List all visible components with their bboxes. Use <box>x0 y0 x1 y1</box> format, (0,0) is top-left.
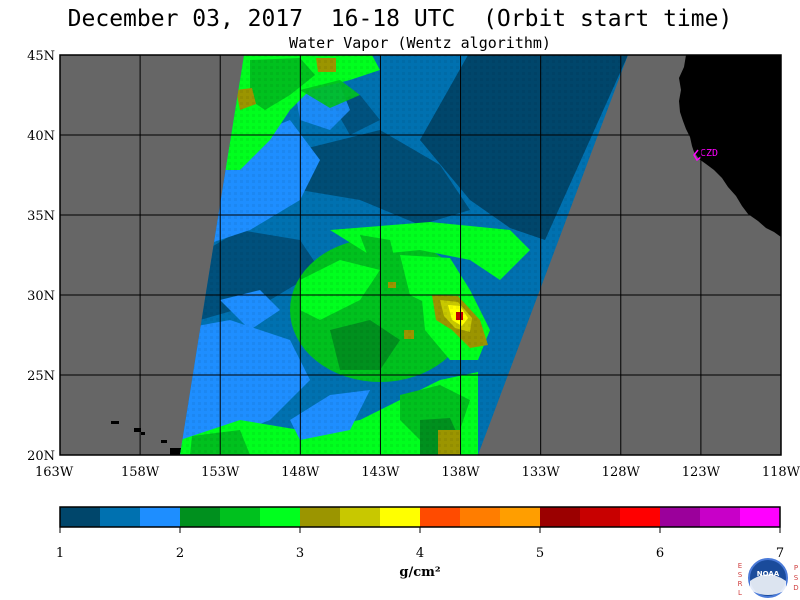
esrl-letter: L <box>738 589 742 597</box>
lon-label: 128W <box>602 465 641 480</box>
colorbar-swatch <box>460 507 501 527</box>
colorbar-swatch <box>140 507 181 527</box>
noaa-logo-text: NOAA <box>757 570 780 578</box>
land-hawaii <box>111 421 182 455</box>
land-california <box>679 55 781 237</box>
colorbar-tick-label: 7 <box>776 546 784 561</box>
psd-letters: PSD <box>793 564 798 592</box>
colorbar-tick-label: 1 <box>56 546 64 561</box>
colorbar-swatch <box>500 507 541 527</box>
lat-label: 20N <box>27 449 55 464</box>
esrl-letter: E <box>738 562 742 570</box>
colorbar-swatch <box>700 507 741 527</box>
colorbar-swatch <box>660 507 701 527</box>
colorbar-swatch <box>580 507 621 527</box>
lat-label: 45N <box>27 49 55 64</box>
colorbar-tick-labels: 1 2 3 4 5 6 7 <box>56 527 784 561</box>
longitude-labels: 163W 158W 153W 148W 143W 138W 133W 128W 123W 118W <box>35 465 800 480</box>
colorbar-swatch <box>60 507 101 527</box>
colorbar-tick-label: 4 <box>416 546 424 561</box>
lon-label: 138W <box>441 465 480 480</box>
colorbar <box>59 506 781 528</box>
lon-label: 118W <box>762 465 800 480</box>
station-label: CZD <box>700 148 718 159</box>
lat-label: 30N <box>27 289 55 304</box>
psd-letter: P <box>794 564 798 572</box>
graticule <box>60 55 781 455</box>
map-plot-area: CZD <box>60 55 781 455</box>
colorbar-swatch <box>100 507 141 527</box>
lon-label: 163W <box>35 465 74 480</box>
lon-label: 153W <box>201 465 240 480</box>
lat-label: 25N <box>27 369 55 384</box>
colorbar-swatch <box>740 507 781 527</box>
colorbar-swatch <box>180 507 221 527</box>
colorbar-swatch <box>420 507 461 527</box>
station-marker <box>693 149 702 162</box>
map-frame <box>59 54 782 456</box>
colorbar-swatch <box>300 507 341 527</box>
lon-label: 123W <box>682 465 721 480</box>
lon-label: 158W <box>121 465 160 480</box>
colorbar-swatch <box>220 507 261 527</box>
latitude-labels: 45N 40N 35N 30N 25N 20N <box>27 49 55 464</box>
colorbar-unit-label: g/cm² <box>399 565 440 580</box>
esrl-letter: R <box>738 580 743 588</box>
esrl-letter: S <box>738 571 743 579</box>
colorbar-tick-label: 5 <box>536 546 544 561</box>
lat-label: 35N <box>27 209 55 224</box>
colorbar-swatch <box>340 507 381 527</box>
colorbar-swatch <box>260 507 301 527</box>
colorbar-swatch <box>620 507 661 527</box>
lon-label: 143W <box>361 465 400 480</box>
lon-label: 133W <box>522 465 561 480</box>
colorbar-tick-label: 2 <box>176 546 184 561</box>
lat-label: 40N <box>27 129 55 144</box>
psd-letter: S <box>794 574 799 582</box>
map-title: December 03, 2017 16-18 UTC (Orbit start… <box>67 6 733 32</box>
colorbar-swatch <box>540 507 581 527</box>
colorbar-tick-label: 6 <box>656 546 664 561</box>
colorbar-tick-label: 3 <box>296 546 304 561</box>
psd-letter: D <box>793 584 798 592</box>
map-subtitle: Water Vapor (Wentz algorithm) <box>289 34 551 52</box>
colorbar-swatch <box>380 507 421 527</box>
lon-label: 148W <box>281 465 320 480</box>
